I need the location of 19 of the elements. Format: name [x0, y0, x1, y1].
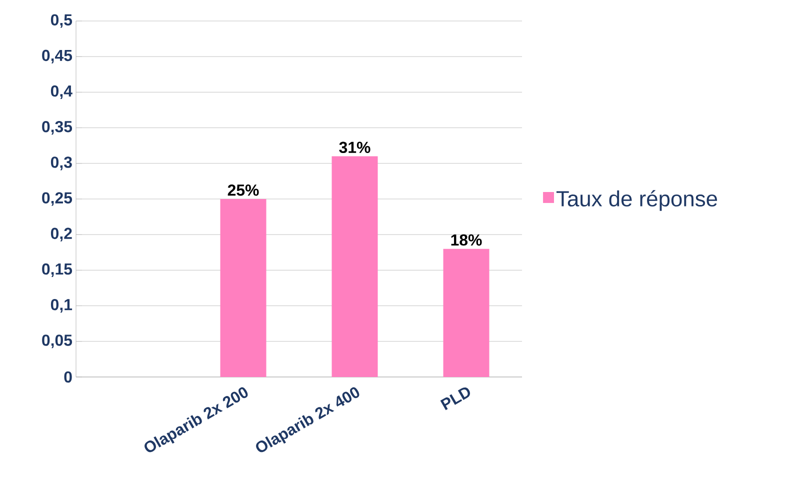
- y-tick-label: 0,4: [50, 85, 72, 99]
- data-label: 25%: [228, 184, 259, 196]
- data-label: 18%: [451, 234, 482, 246]
- y-tick-label: 0,35: [42, 120, 72, 135]
- y-tick-label: 0,5: [50, 14, 72, 28]
- y-tick-label: 0,25: [42, 192, 72, 206]
- y-tick-label: 0,15: [42, 263, 72, 277]
- bar: [220, 198, 266, 377]
- y-tick-label: 0,1: [50, 298, 72, 313]
- bar: [443, 248, 490, 377]
- y-tick-label: 0,45: [42, 50, 72, 64]
- y-tick-label: 0: [64, 371, 72, 383]
- y-tick-label: 0,05: [42, 334, 72, 348]
- x-tick-label: PLD: [440, 387, 470, 410]
- legend-label: Taux de réponse: [556, 190, 718, 211]
- y-tick-label: 0,2: [50, 228, 72, 242]
- y-tick-label: 0,3: [50, 156, 72, 170]
- data-label: 31%: [339, 142, 370, 154]
- bar: [332, 156, 378, 377]
